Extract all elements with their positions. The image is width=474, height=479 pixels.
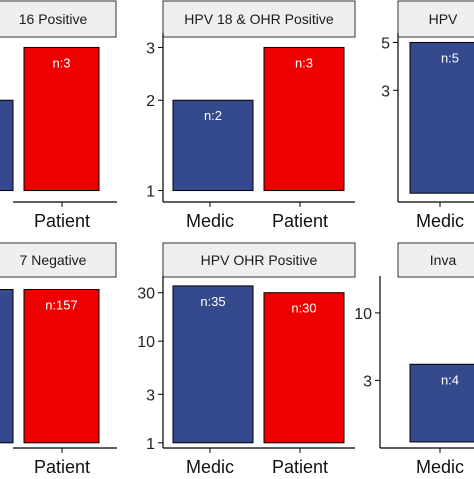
facet-title-1: HPV 18 & OHR Positive <box>184 11 334 27</box>
y-tick-label-4-3: 3 <box>146 387 155 404</box>
facet-title-3: 7 Negative <box>20 252 87 268</box>
x-tick-label-1-medic: Medic <box>186 211 234 231</box>
facet-title-5: Inva <box>430 252 457 268</box>
facet-title-2: HPV <box>429 11 458 27</box>
x-tick-label-0-patient: Patient <box>34 211 90 231</box>
bar-medic-1 <box>172 99 254 192</box>
bar-label-medic-2: n:5 <box>441 50 459 65</box>
facet-title-0: 16 Positive <box>19 11 88 27</box>
facet-title-4: HPV OHR Positive <box>201 252 318 268</box>
y-tick-label-4-30: 30 <box>137 286 155 303</box>
y-tick-label-5-10: 10 <box>354 306 372 323</box>
x-tick-label-3-patient: Patient <box>34 457 90 474</box>
bar-medic-3 <box>0 289 14 444</box>
y-tick-label-1-1: 1 <box>146 184 155 201</box>
y-tick-label-1-2: 2 <box>146 93 155 110</box>
y-tick-label-5-3: 3 <box>363 373 372 390</box>
bar-label-medic-1: n:2 <box>204 108 222 123</box>
bar-medic-2 <box>409 41 474 194</box>
bar-label-patient-4: n:30 <box>291 301 316 316</box>
bar-patient-4 <box>263 292 345 444</box>
y-tick-label-4-10: 10 <box>137 334 155 351</box>
x-tick-label-2-medic: Medic <box>416 211 464 231</box>
bar-patient-0 <box>23 46 100 192</box>
x-tick-label-1-patient: Patient <box>272 211 328 231</box>
bar-label-patient-1: n:3 <box>295 55 313 70</box>
facet-strip-5 <box>397 242 474 278</box>
bar-medic-4 <box>172 285 254 444</box>
y-tick-label-2-5: 5 <box>381 35 390 52</box>
x-tick-label-5-medic: Medic <box>416 457 464 474</box>
bar-patient-1 <box>263 46 345 192</box>
facet-strip-2 <box>397 0 474 38</box>
y-tick-label-4-1: 1 <box>146 436 155 453</box>
bar-label-patient-0: n:3 <box>52 55 70 70</box>
y-tick-label-2-3: 3 <box>381 83 390 100</box>
bar-medic-5 <box>409 363 474 443</box>
x-tick-label-4-medic: Medic <box>186 457 234 474</box>
bar-label-patient-3: n:157 <box>45 298 78 313</box>
bar-patient-3 <box>23 289 100 444</box>
bar-medic-0 <box>0 99 14 192</box>
y-tick-label-1-3: 3 <box>146 40 155 57</box>
x-tick-label-4-patient: Patient <box>272 457 328 474</box>
bar-label-medic-4: n:35 <box>200 294 225 309</box>
bar-label-medic-5: n:4 <box>441 372 459 387</box>
facet-strip-0 <box>0 0 117 38</box>
facet-strip-1 <box>162 0 356 38</box>
facet-strip-4 <box>162 242 356 278</box>
facet-strip-3 <box>0 242 117 278</box>
